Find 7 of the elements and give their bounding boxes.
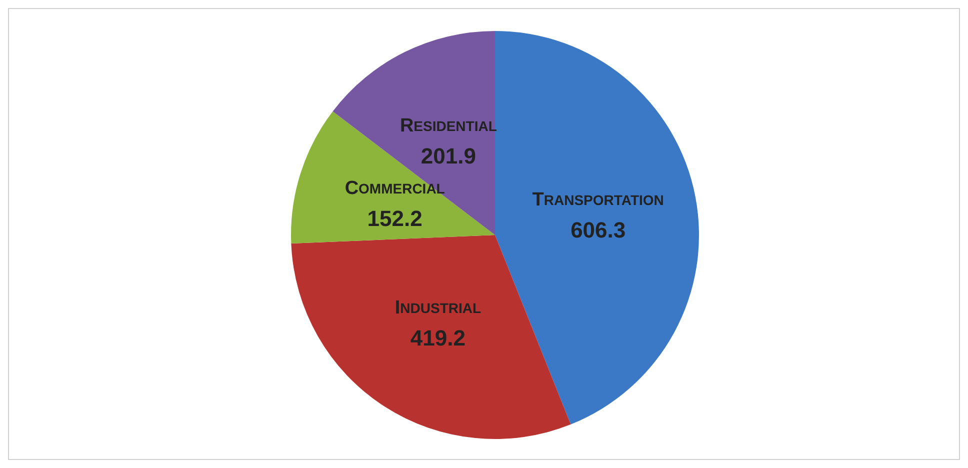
data-label: 419.2 <box>410 326 466 351</box>
data-label: 201.9 <box>420 143 476 168</box>
slice-label: RESIDENTIAL <box>400 115 498 136</box>
slice-label: INDUSTRIAL <box>394 298 482 319</box>
data-label: 152.2 <box>367 206 422 231</box>
slice-label: TRANSPORTATION <box>532 190 664 211</box>
data-label: 606.3 <box>570 218 626 243</box>
